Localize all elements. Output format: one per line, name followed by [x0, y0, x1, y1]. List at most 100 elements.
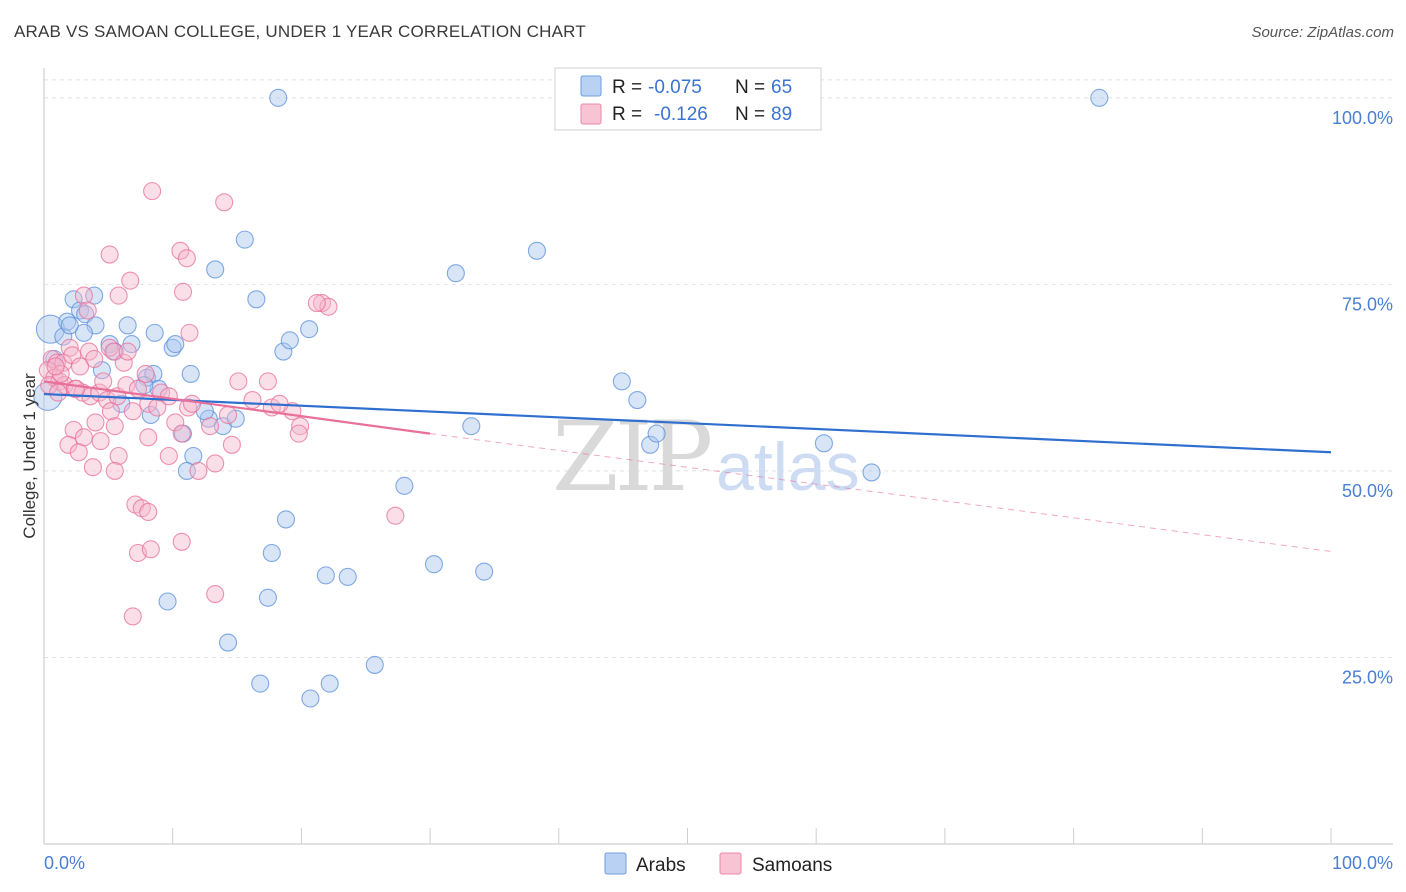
samoan-point [182, 394, 202, 413]
legend-r-label-samoans: R = [612, 104, 642, 125]
arab-point [141, 405, 160, 425]
samoan-point [172, 532, 191, 551]
samoan-point [74, 286, 93, 305]
arab-point [274, 342, 293, 361]
stats-legend: R = -0.075 N = 65 R = -0.126 N = 89 [554, 67, 822, 131]
arab-point [235, 230, 254, 249]
legend-n-value-arabs: 65 [771, 77, 792, 98]
samoan-point [218, 405, 238, 425]
y-tick-label-75: 75.0% [1342, 294, 1393, 314]
samoan-point [123, 402, 142, 421]
samoan-point [85, 349, 104, 369]
arab-point [320, 674, 339, 693]
arab-point [280, 331, 299, 350]
samoan-point [159, 387, 178, 406]
arab-point [647, 424, 666, 443]
samoan-point [319, 297, 338, 316]
samoan-point [307, 293, 326, 313]
samoan-point [386, 506, 405, 525]
samoan-point [70, 357, 90, 376]
arab-point [262, 543, 281, 563]
samoan-point [121, 271, 140, 290]
samoan-point [143, 182, 162, 201]
arab-point [247, 290, 266, 309]
samoan-point [222, 435, 241, 454]
samoan-point [83, 458, 102, 477]
bottom-swatch-arabs [604, 852, 627, 875]
legend-label-arabs: Arabs [636, 855, 686, 876]
samoan-point [180, 323, 199, 342]
arab-point [1090, 88, 1109, 107]
arab-point [158, 592, 177, 611]
trend-lines [43, 380, 1332, 553]
samoan-point [114, 353, 133, 372]
arab-point [628, 390, 647, 410]
arab-point [85, 286, 104, 305]
bottom-swatch-samoans [719, 852, 742, 875]
samoan-point [159, 446, 178, 466]
arab-point [446, 264, 465, 283]
x-axis-ticks [43, 828, 1332, 844]
x-tick-label-max: 100.0% [1332, 853, 1393, 873]
samoan-point [171, 241, 190, 260]
arab-point [301, 689, 320, 708]
samoan-point [49, 383, 68, 402]
legend-n-label-arabs: N = [735, 77, 765, 98]
arab-point [118, 316, 137, 335]
legend-n-label-samoans: N = [735, 104, 765, 125]
samoan-point [109, 446, 128, 466]
x-tick-label-min: 0.0% [44, 853, 85, 873]
samoan-point [189, 461, 208, 480]
arab-point [60, 316, 79, 335]
samoan-point [78, 301, 97, 320]
samoans-trend-line [43, 380, 431, 435]
arab-point [862, 463, 881, 482]
arab-point [462, 417, 481, 436]
legend-swatch-arabs [580, 75, 602, 97]
samoan-point [86, 413, 105, 432]
arab-point [424, 555, 444, 574]
samoan-point [206, 584, 225, 604]
arab-point [218, 633, 238, 652]
arabs-trend-line [43, 392, 1332, 454]
samoan-point [139, 502, 158, 522]
arab-point [258, 588, 277, 607]
samoan-point [101, 402, 120, 421]
arab-point [145, 323, 164, 342]
samoan-point [69, 443, 88, 462]
arab-point [276, 510, 296, 529]
samoan-point [139, 428, 158, 447]
y-axis-tick-labels: 25.0% 50.0% 75.0% 100.0% [1332, 108, 1393, 688]
arab-point [206, 260, 225, 279]
samoan-point [206, 454, 225, 473]
y-axis-label: College, Under 1 year [20, 373, 39, 539]
samoan-point [173, 282, 193, 301]
gridlines [44, 79, 1393, 658]
samoan-point [104, 342, 123, 361]
arab-point [527, 241, 546, 260]
arab-point [64, 290, 83, 309]
samoan-point [91, 432, 110, 451]
samoan-point [258, 372, 277, 391]
samoan-point [229, 372, 248, 391]
arab-point [612, 372, 631, 391]
samoan-point [94, 372, 113, 391]
arab-point [814, 434, 833, 453]
samoan-point [100, 245, 119, 264]
samoans-trend-extension [430, 433, 1332, 553]
chart-title: ARAB VS SAMOAN COLLEGE, UNDER 1 YEAR COR… [14, 22, 586, 41]
samoan-point [291, 417, 310, 436]
arab-point [35, 314, 65, 344]
arab-point [269, 88, 288, 107]
source-label: Source: ZipAtlas.com [1251, 24, 1394, 41]
samoan-point [118, 342, 137, 361]
arab-point [316, 566, 335, 585]
arab-point [181, 364, 200, 383]
samoan-point [289, 424, 308, 443]
arab-point [475, 562, 494, 581]
samoan-point [243, 390, 262, 410]
samoan-point [215, 193, 234, 212]
legend-r-label-arabs: R = [612, 77, 642, 98]
arab-point [166, 335, 185, 354]
samoan-point [105, 461, 124, 480]
